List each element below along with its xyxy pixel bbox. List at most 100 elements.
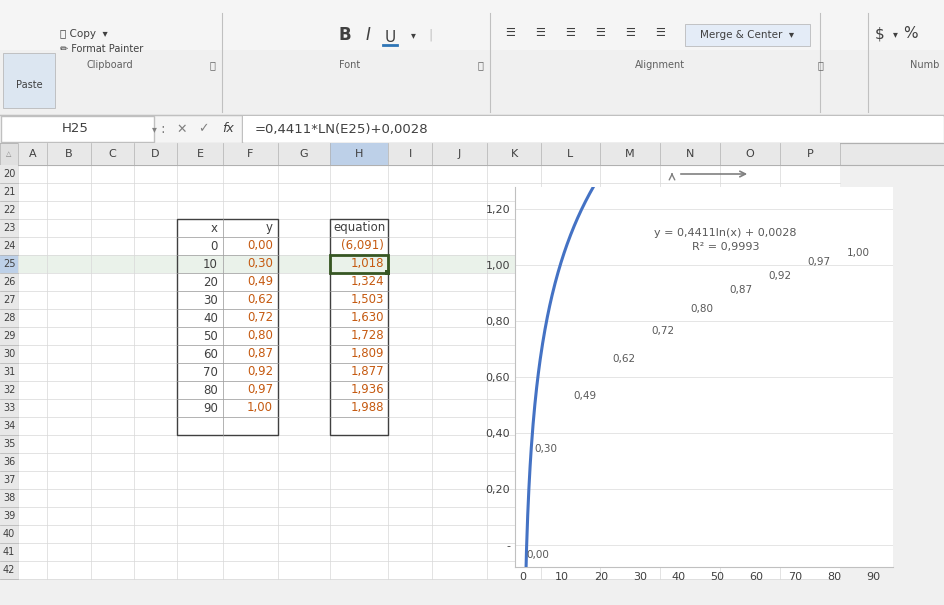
Text: 70: 70 xyxy=(203,365,218,379)
Text: 1,503: 1,503 xyxy=(350,293,383,307)
Bar xyxy=(18,543,839,561)
Text: ☰: ☰ xyxy=(504,28,514,38)
Bar xyxy=(599,143,659,165)
Text: 41: 41 xyxy=(3,547,15,557)
Bar xyxy=(0,255,18,273)
Bar xyxy=(0,453,18,471)
Text: 0,72: 0,72 xyxy=(651,327,674,336)
Text: fx: fx xyxy=(222,122,233,136)
Text: 50: 50 xyxy=(203,330,218,342)
Bar xyxy=(0,165,18,183)
Text: 39: 39 xyxy=(3,511,15,521)
Text: 25: 25 xyxy=(3,259,15,269)
Bar xyxy=(329,255,388,273)
Text: P: P xyxy=(806,149,813,159)
Text: 26: 26 xyxy=(3,277,15,287)
Text: 0,92: 0,92 xyxy=(767,270,791,281)
Text: 28: 28 xyxy=(3,313,15,323)
Text: 31: 31 xyxy=(3,367,15,377)
Text: equation: equation xyxy=(332,221,385,235)
Text: B: B xyxy=(65,149,73,159)
Bar xyxy=(388,143,431,165)
Text: F: F xyxy=(247,149,253,159)
Bar xyxy=(18,327,839,345)
Text: U: U xyxy=(384,30,396,45)
Text: 22: 22 xyxy=(3,205,15,215)
Text: 37: 37 xyxy=(3,475,15,485)
Bar xyxy=(0,399,18,417)
Text: 0,49: 0,49 xyxy=(246,275,273,289)
Text: ☰: ☰ xyxy=(534,28,545,38)
Text: 0,62: 0,62 xyxy=(612,355,635,364)
Text: 32: 32 xyxy=(3,385,15,395)
Text: E: E xyxy=(196,149,203,159)
Bar xyxy=(329,143,388,165)
Bar xyxy=(18,183,839,201)
Bar xyxy=(0,0,944,50)
Text: x: x xyxy=(211,221,218,235)
Text: 30: 30 xyxy=(203,293,218,307)
Text: %: % xyxy=(902,27,917,42)
Text: 1,809: 1,809 xyxy=(350,347,383,361)
Bar xyxy=(18,363,839,381)
Text: ⧘: ⧘ xyxy=(477,60,482,70)
Bar xyxy=(91,143,134,165)
Text: Merge & Center  ▾: Merge & Center ▾ xyxy=(700,30,793,40)
Bar xyxy=(18,237,839,255)
Bar xyxy=(0,345,18,363)
Bar xyxy=(0,381,18,399)
Text: 0,49: 0,49 xyxy=(573,391,597,401)
Text: Clipboard: Clipboard xyxy=(87,60,133,70)
Bar xyxy=(0,201,18,219)
Text: R² = 0,9993: R² = 0,9993 xyxy=(691,242,758,252)
Bar xyxy=(18,345,839,363)
Text: Paste: Paste xyxy=(16,80,42,90)
Bar xyxy=(779,143,839,165)
Bar xyxy=(0,435,18,453)
Text: ✓: ✓ xyxy=(197,122,208,136)
Bar xyxy=(18,489,839,507)
Text: ☰: ☰ xyxy=(565,28,574,38)
Text: 24: 24 xyxy=(3,241,15,251)
Text: K: K xyxy=(510,149,517,159)
Bar xyxy=(0,561,18,579)
Text: 0,30: 0,30 xyxy=(534,444,557,454)
Text: 0,87: 0,87 xyxy=(729,284,752,295)
Text: △: △ xyxy=(7,151,11,157)
Text: 42: 42 xyxy=(3,565,15,575)
Bar xyxy=(134,143,177,165)
Bar xyxy=(47,143,91,165)
Text: 90: 90 xyxy=(203,402,218,414)
Bar xyxy=(684,24,809,46)
Text: 1,630: 1,630 xyxy=(350,312,383,324)
Bar xyxy=(0,327,18,345)
Text: 27: 27 xyxy=(3,295,15,305)
Bar xyxy=(329,219,388,435)
Bar xyxy=(0,543,18,561)
Text: 0,80: 0,80 xyxy=(247,330,273,342)
Text: y: y xyxy=(265,221,273,235)
Bar xyxy=(18,399,839,417)
Text: 33: 33 xyxy=(3,403,15,413)
Bar xyxy=(0,143,18,165)
Text: 23: 23 xyxy=(3,223,15,233)
Text: 0,97: 0,97 xyxy=(807,257,830,267)
Bar xyxy=(486,143,540,165)
Text: H: H xyxy=(354,149,362,159)
Text: |: | xyxy=(428,28,431,42)
Text: N: N xyxy=(685,149,694,159)
Bar xyxy=(0,525,18,543)
Text: 0,80: 0,80 xyxy=(690,304,713,314)
Bar xyxy=(18,255,839,273)
Text: O: O xyxy=(745,149,753,159)
Text: ☰: ☰ xyxy=(654,28,665,38)
Bar xyxy=(18,291,839,309)
Text: 35: 35 xyxy=(3,439,15,449)
Bar xyxy=(18,507,839,525)
Text: 1,877: 1,877 xyxy=(350,365,383,379)
Text: Font: Font xyxy=(339,60,361,70)
Bar xyxy=(18,453,839,471)
Text: ⧘: ⧘ xyxy=(817,60,822,70)
Bar xyxy=(0,0,944,115)
Bar xyxy=(177,219,278,435)
